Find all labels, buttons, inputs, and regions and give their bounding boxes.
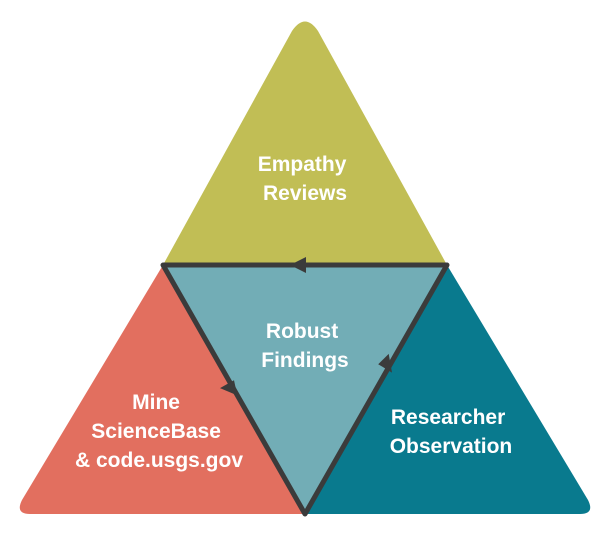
top-section-label: Empathy Reviews [258, 153, 353, 205]
left-section-line-1: Mine [132, 391, 180, 414]
center-section-line-1: Robust [266, 320, 338, 343]
left-section-label: Mine ScienceBase & code.usgs.gov [75, 391, 243, 472]
left-section-line-3: & code.usgs.gov [75, 449, 243, 472]
top-section-line-1: Empathy [258, 153, 347, 176]
center-section-label: Robust Findings [261, 320, 349, 372]
top-section-line-2: Reviews [263, 182, 347, 205]
left-section-line-2: ScienceBase [91, 420, 221, 443]
right-section-line-2: Observation [390, 435, 513, 458]
right-section-label: Researcher Observation [390, 406, 513, 458]
center-section-line-2: Findings [261, 349, 349, 372]
right-section-line-1: Researcher [391, 406, 505, 429]
top-section-shape [163, 21, 447, 265]
right-section-shape [305, 265, 591, 514]
arrow-left-icon [290, 257, 306, 273]
arrow-down-icon [220, 380, 238, 396]
left-section-shape [19, 265, 305, 514]
arrow-up-icon [378, 353, 392, 373]
